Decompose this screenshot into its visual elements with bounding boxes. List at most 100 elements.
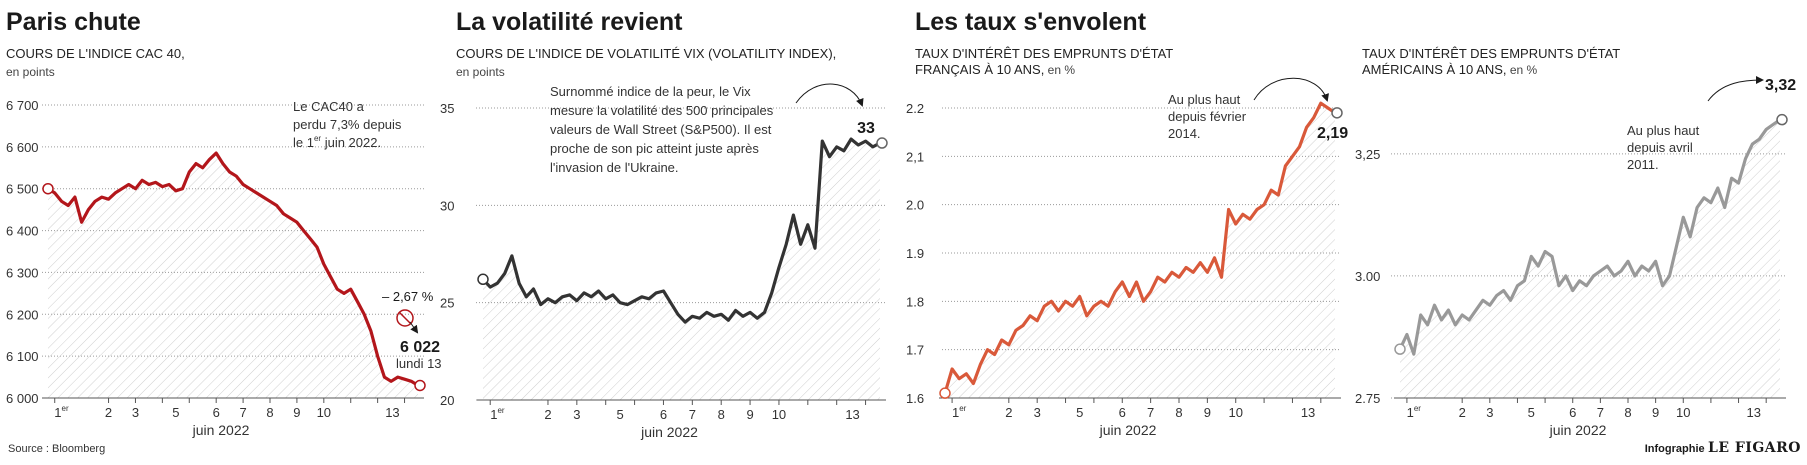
x-tick-label: 5 — [1076, 405, 1083, 420]
x-tick-label: 10 — [772, 407, 786, 422]
y-tick-label: 30 — [440, 198, 454, 213]
x-tick-label: 7 — [1597, 405, 1604, 420]
x-tick-label: 13 — [385, 405, 399, 420]
x-tick-label: 5 — [172, 405, 179, 420]
y-tick-label: 6 200 — [6, 307, 39, 322]
chart-panel-4: TAUX D'INTÉRÊT DES EMPRUNTS D'ÉTATAMÉRIC… — [1355, 46, 1796, 438]
series-line — [943, 101, 1336, 394]
annotation-end: juin 2022. — [321, 135, 381, 150]
annotation-text: 2014. — [1168, 126, 1201, 141]
x-tick-label: 6 — [660, 407, 667, 422]
y-tick-label: 6 000 — [6, 391, 39, 406]
start-point — [1394, 343, 1406, 355]
y-tick-label: 3.00 — [1355, 269, 1380, 284]
annotation-text: mesure la volatilité des 500 principales — [550, 103, 774, 118]
annotation-text: Le CAC40 a — [293, 99, 365, 114]
x-tick-sup: er — [1414, 404, 1421, 413]
x-tick-label: 2 — [105, 405, 112, 420]
y-tick-label: 2.75 — [1355, 391, 1380, 406]
x-axis-label: juin 2022 — [1099, 422, 1157, 438]
unit-label: en points — [6, 65, 55, 79]
x-tick-label: 9 — [293, 405, 300, 420]
chart-title: Paris chute — [6, 8, 141, 36]
x-tick-label: 13 — [1301, 405, 1315, 420]
x-tick-label: 9 — [746, 407, 753, 422]
change-arrow — [409, 321, 419, 334]
hatched-area — [48, 153, 418, 398]
x-tick-label: 3 — [132, 405, 139, 420]
end-value-sublabel: lundi 13 — [396, 356, 442, 371]
x-tick-label: 10 — [317, 405, 331, 420]
x-tick-label: 8 — [1175, 405, 1182, 420]
chart-title: La volatilité revient — [456, 8, 683, 36]
y-tick-label: 2,1 — [906, 149, 924, 164]
x-tick-sup: er — [497, 406, 504, 415]
x-tick-label: 1er — [1407, 404, 1422, 420]
y-tick-label: 2.0 — [906, 198, 924, 213]
x-tick-label: 9 — [1204, 405, 1211, 420]
x-tick-label: 3 — [1486, 405, 1493, 420]
x-axis-label: juin 2022 — [192, 422, 250, 438]
x-tick-label: 1er — [952, 404, 967, 420]
annotation-text: depuis avril — [1627, 140, 1693, 155]
unit-label: en points — [456, 65, 505, 79]
y-tick-label: 6 400 — [6, 224, 39, 239]
chart-subtitle-line: TAUX D'INTÉRÊT DES EMPRUNTS D'ÉTAT — [1362, 46, 1620, 61]
annotation-text: proche de son pic atteint juste après — [550, 141, 759, 156]
x-tick-label: 8 — [1624, 405, 1631, 420]
y-tick-label: 1.9 — [906, 246, 924, 261]
annotation-text: depuis février — [1168, 109, 1247, 124]
y-tick-label: 25 — [440, 296, 454, 311]
x-tick-label: 6 — [213, 405, 220, 420]
y-tick-label: 35 — [440, 101, 454, 116]
hatched-area — [945, 103, 1335, 398]
annotation-arrow — [1707, 76, 1764, 102]
chart-panel-1: Paris chute COURS DE L'INDICE CAC 40, en p… — [6, 8, 442, 438]
x-tick-label: 10 — [1676, 405, 1690, 420]
x-tick-label: 6 — [1569, 405, 1576, 420]
annotation-sup: er — [314, 134, 321, 143]
x-tick-label: 10 — [1228, 405, 1242, 420]
annotation-text: 2011. — [1627, 157, 1659, 172]
annotation-text: le 1er juin 2022. — [293, 134, 381, 150]
credit: Infographie LE FIGARO — [1645, 440, 1801, 456]
x-tick-label: 7 — [689, 407, 696, 422]
hatched-area — [1400, 119, 1780, 398]
unit-label: en % — [1044, 63, 1075, 77]
chart-panel-3: Les taux s'envolent TAUX D'INTÉRÊT DES EM… — [906, 8, 1348, 438]
annotation-text: Au plus haut — [1168, 92, 1241, 107]
annotation-text: perdu 7,3% depuis — [293, 117, 402, 132]
x-tick-label: 7 — [1147, 405, 1154, 420]
y-tick-label: 1.7 — [906, 343, 924, 358]
x-tick-label: 7 — [239, 405, 246, 420]
y-tick-label: 2.2 — [906, 101, 924, 116]
y-tick-label: 3,25 — [1355, 147, 1380, 162]
series-line — [481, 137, 881, 324]
annotation-text: l'invasion de l'Ukraine. — [550, 160, 679, 175]
annotation-arrow — [1253, 77, 1329, 102]
y-tick-label: 1.8 — [906, 294, 924, 309]
start-point — [42, 182, 54, 195]
chart-subtitle-line: COURS DE L'INDICE CAC 40, — [6, 46, 185, 61]
chart-subtitle-line: TAUX D'INTÉRÊT DES EMPRUNTS D'ÉTAT — [915, 46, 1173, 61]
x-axis-label: juin 2022 — [640, 424, 698, 440]
x-axis-label: juin 2022 — [1549, 422, 1607, 438]
y-tick-label: 6 600 — [6, 140, 39, 155]
change-label: – 2,67 % — [382, 289, 434, 304]
annotation-text: valeurs de Wall Street (S&P500). Il est — [550, 122, 772, 137]
figaro-logo: LE FIGARO — [1707, 440, 1801, 456]
y-tick-label: 6 300 — [6, 265, 39, 280]
x-tick-label: 5 — [617, 407, 624, 422]
end-point — [1331, 107, 1343, 119]
hatched-area — [483, 139, 880, 400]
end-value-label: 6 022 — [400, 339, 440, 356]
end-point — [876, 137, 888, 149]
x-tick-label: 6 — [1119, 405, 1126, 420]
series-line — [1398, 118, 1781, 356]
x-tick-label: 1er — [490, 406, 505, 422]
annotation-arrow — [795, 83, 864, 107]
annotation-text: Au plus haut — [1627, 123, 1700, 138]
x-tick-label: 8 — [718, 407, 725, 422]
annotation-text: Surnommé indice de la peur, le Vix — [550, 84, 751, 99]
